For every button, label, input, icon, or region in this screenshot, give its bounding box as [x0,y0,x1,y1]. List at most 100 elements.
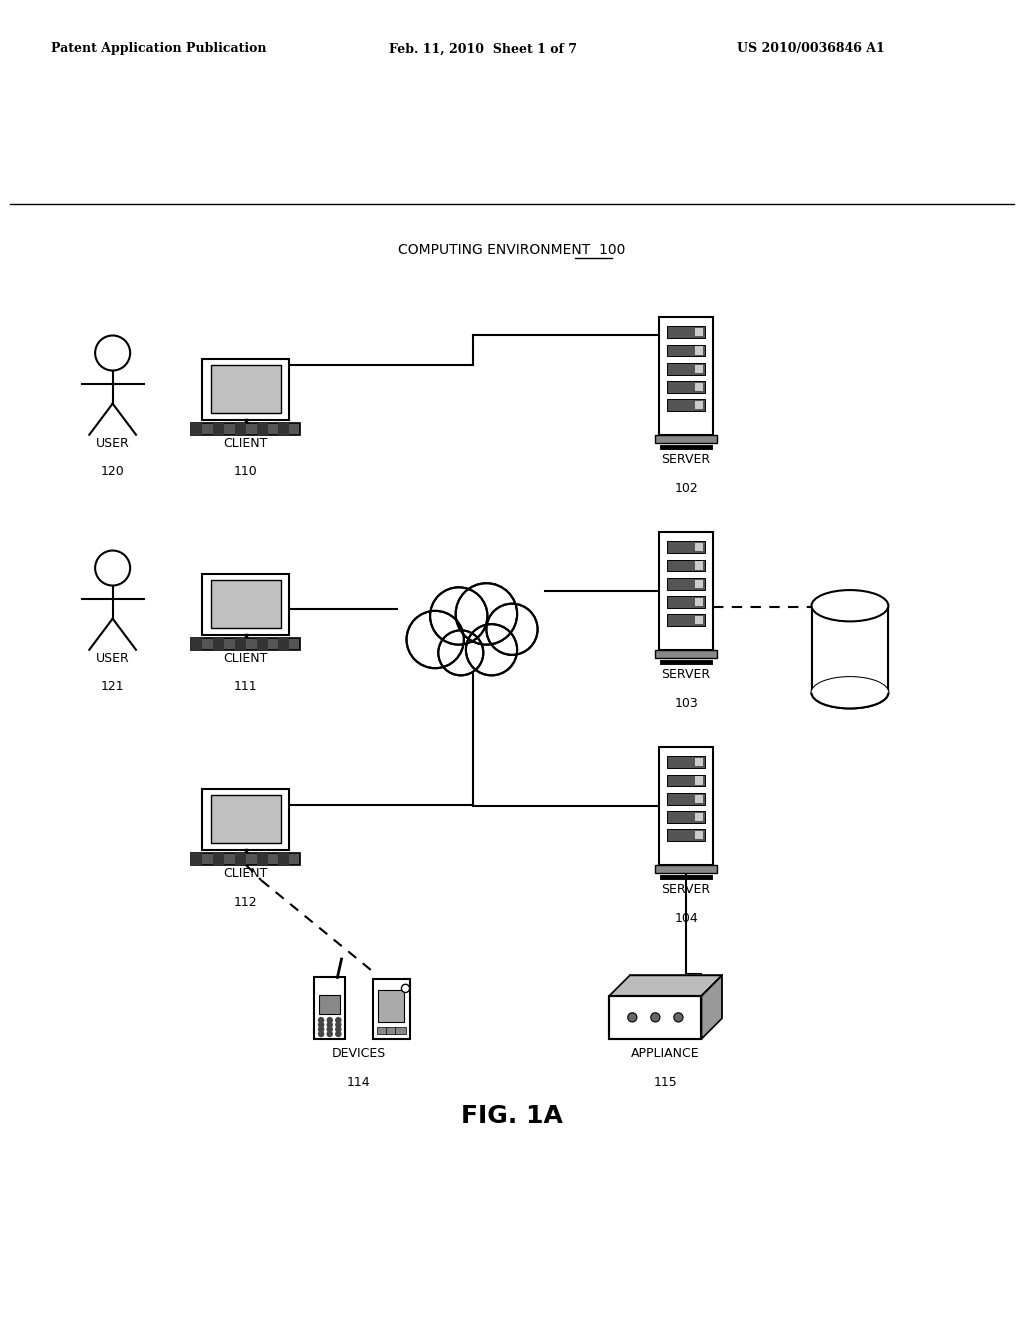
Text: CLIENT: CLIENT [223,437,268,450]
FancyBboxPatch shape [667,614,706,626]
FancyBboxPatch shape [694,401,702,409]
Text: 115: 115 [653,1076,678,1089]
Circle shape [328,1031,332,1036]
FancyBboxPatch shape [667,326,706,338]
FancyBboxPatch shape [694,346,702,355]
Text: SERVER: SERVER [662,883,711,896]
Text: 104: 104 [674,912,698,925]
FancyBboxPatch shape [213,639,224,649]
Circle shape [336,1031,341,1036]
Ellipse shape [812,677,889,709]
FancyBboxPatch shape [213,424,224,434]
FancyBboxPatch shape [203,359,289,420]
Circle shape [456,583,517,644]
Text: 130: 130 [454,643,478,655]
Text: 111: 111 [233,681,258,693]
Circle shape [318,1031,324,1036]
Circle shape [336,1027,341,1032]
FancyBboxPatch shape [694,758,702,767]
Circle shape [438,631,483,676]
FancyBboxPatch shape [694,832,702,840]
Text: Patent Application Publication: Patent Application Publication [51,42,266,55]
FancyBboxPatch shape [319,995,340,1014]
FancyBboxPatch shape [667,597,706,609]
FancyBboxPatch shape [659,317,713,434]
FancyBboxPatch shape [667,829,706,841]
Circle shape [674,1012,683,1022]
FancyBboxPatch shape [234,424,246,434]
FancyBboxPatch shape [234,853,246,865]
Text: Feb. 11, 2010  Sheet 1 of 7: Feb. 11, 2010 Sheet 1 of 7 [389,42,578,55]
FancyBboxPatch shape [694,776,702,784]
FancyBboxPatch shape [191,639,203,649]
FancyBboxPatch shape [191,853,300,865]
Circle shape [486,603,538,655]
Circle shape [318,1027,324,1032]
Circle shape [407,611,464,668]
FancyBboxPatch shape [655,434,717,444]
Text: SERVER: SERVER [662,668,711,681]
Polygon shape [701,975,722,1039]
FancyBboxPatch shape [655,865,717,873]
FancyBboxPatch shape [211,366,281,413]
FancyBboxPatch shape [694,329,702,337]
FancyBboxPatch shape [667,793,706,805]
Text: US 2010/0036846 A1: US 2010/0036846 A1 [737,42,885,55]
Text: 120: 120 [100,466,125,478]
FancyBboxPatch shape [191,853,203,865]
FancyBboxPatch shape [213,853,224,865]
FancyBboxPatch shape [667,578,706,590]
FancyBboxPatch shape [667,775,706,787]
FancyBboxPatch shape [279,424,290,434]
FancyBboxPatch shape [659,747,713,865]
Text: APPLIANCE: APPLIANCE [631,1047,700,1060]
Polygon shape [609,975,722,995]
Text: DATABASE: DATABASE [817,652,883,665]
FancyBboxPatch shape [694,364,702,372]
Circle shape [336,1022,341,1027]
FancyBboxPatch shape [377,1027,387,1034]
Text: SERVER: SERVER [662,453,711,466]
FancyBboxPatch shape [234,639,246,649]
Circle shape [336,1018,341,1023]
FancyBboxPatch shape [373,979,410,1039]
FancyBboxPatch shape [378,990,404,1022]
Ellipse shape [812,677,889,709]
Text: CLIENT: CLIENT [223,652,268,665]
Text: USER: USER [96,437,129,450]
Text: COMPUTING ENVIRONMENT  100: COMPUTING ENVIRONMENT 100 [398,243,626,257]
Text: 140: 140 [838,681,862,693]
FancyBboxPatch shape [211,581,281,628]
Ellipse shape [812,590,889,622]
FancyBboxPatch shape [211,796,281,843]
Text: FIG. 1A: FIG. 1A [461,1104,563,1127]
Circle shape [651,1012,660,1022]
FancyBboxPatch shape [386,1027,396,1034]
Text: CLIENT: CLIENT [223,867,268,880]
FancyBboxPatch shape [191,424,300,434]
Text: 114: 114 [346,1076,371,1089]
Text: DEVICES: DEVICES [332,1047,385,1060]
FancyBboxPatch shape [191,639,300,649]
FancyBboxPatch shape [314,977,345,1039]
FancyBboxPatch shape [812,606,889,693]
FancyBboxPatch shape [667,541,706,553]
FancyBboxPatch shape [694,544,702,552]
Text: USER: USER [96,652,129,665]
FancyBboxPatch shape [191,424,203,434]
FancyBboxPatch shape [667,381,706,393]
FancyBboxPatch shape [667,345,706,356]
FancyBboxPatch shape [667,812,706,822]
Circle shape [318,1022,324,1027]
Text: 102: 102 [674,482,698,495]
FancyBboxPatch shape [694,598,702,606]
FancyBboxPatch shape [694,795,702,803]
Text: 110: 110 [233,466,258,478]
Text: 121: 121 [100,681,125,693]
FancyBboxPatch shape [655,649,717,657]
FancyBboxPatch shape [694,383,702,391]
Text: 103: 103 [674,697,698,710]
FancyBboxPatch shape [203,574,289,635]
Circle shape [430,587,487,644]
Text: NETWORK: NETWORK [434,618,498,631]
